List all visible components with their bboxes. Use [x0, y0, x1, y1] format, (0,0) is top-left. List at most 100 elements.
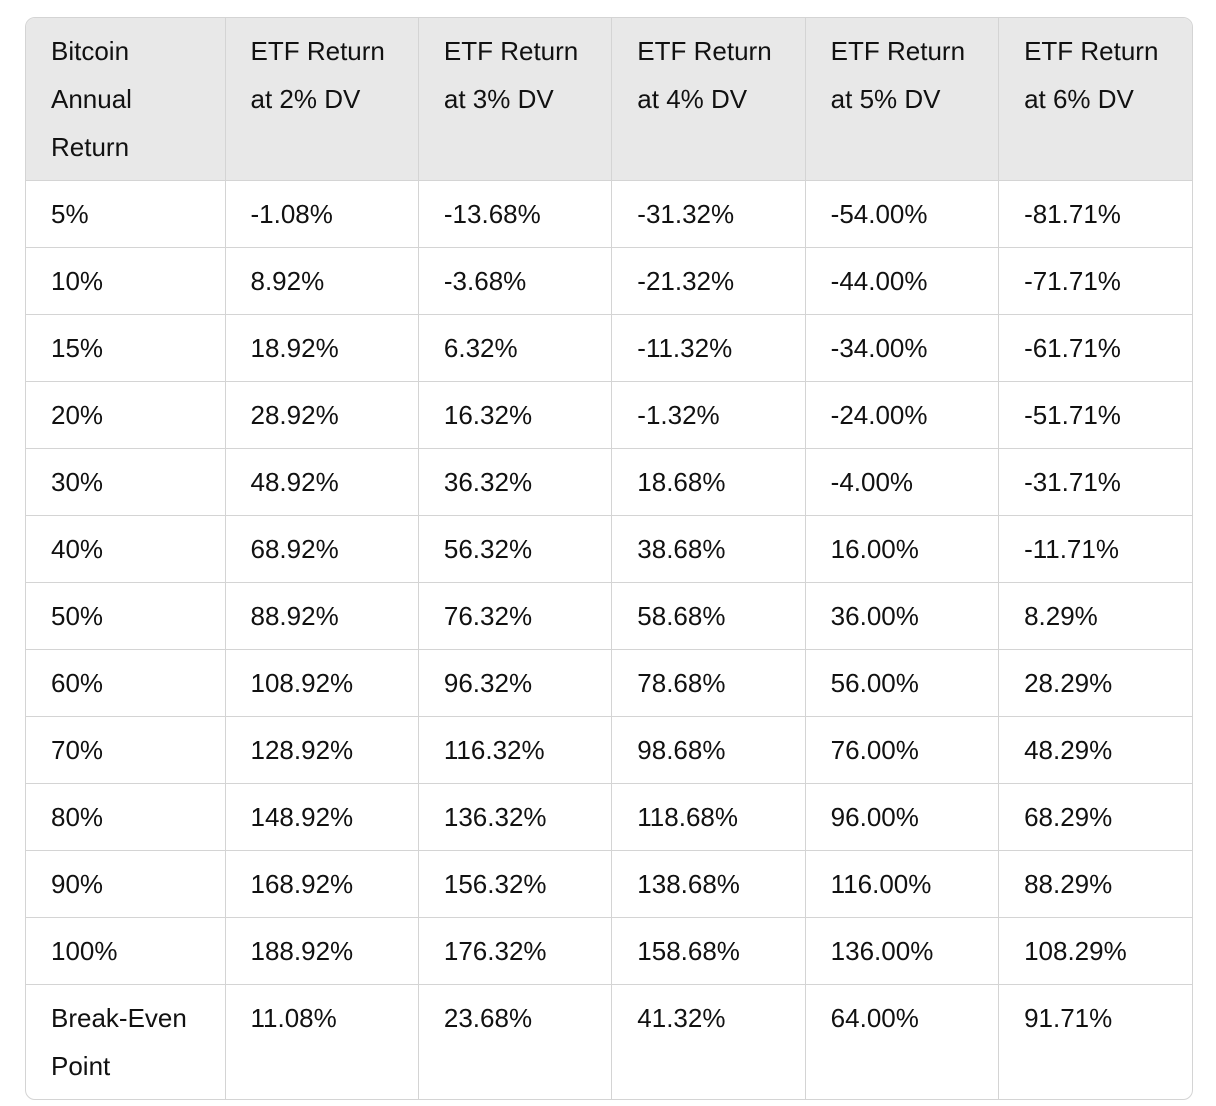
table-cell: -13.68% — [417, 180, 613, 248]
table-cell: 16.32% — [417, 381, 613, 449]
cell-text: 58.68% — [637, 601, 726, 631]
header-text: ETF Return at 2% DV — [250, 36, 385, 114]
table-cell: 20% — [26, 381, 226, 449]
cell-text: 15% — [51, 333, 104, 363]
table-cell: 128.92% — [224, 716, 419, 784]
cell-text: 48.29% — [1024, 735, 1113, 765]
cell-text: -4.00% — [830, 467, 914, 497]
table-row: 80% 148.92% 136.32% 118.68% 96.00% 68.29% — [26, 783, 1192, 851]
cell-text: 36.00% — [830, 601, 919, 631]
table-cell: 98.68% — [611, 716, 806, 784]
table-cell: -51.71% — [998, 381, 1192, 449]
cell-text: 176.32% — [443, 936, 547, 966]
table-cell: 28.92% — [224, 381, 419, 449]
cell-text: 38.68% — [637, 534, 726, 564]
cell-text: 16.32% — [443, 400, 533, 430]
table-cell: 148.92% — [224, 783, 419, 851]
table-cell: -24.00% — [804, 381, 1000, 449]
cell-text: 48.92% — [250, 467, 339, 497]
table-cell: 88.92% — [224, 582, 419, 650]
table-cell: 23.68% — [417, 984, 613, 1099]
table-cell: 158.68% — [611, 917, 806, 985]
header-cell: ETF Return at 3% DV — [417, 18, 613, 181]
cell-text: 80% — [51, 802, 104, 832]
table-cell: 60% — [26, 649, 226, 717]
table-cell: -1.08% — [224, 180, 419, 248]
table-cell: 58.68% — [611, 582, 806, 650]
table-cell: 168.92% — [224, 850, 419, 918]
table-cell: -21.32% — [611, 247, 806, 315]
cell-text: 116.00% — [830, 869, 932, 899]
cell-text: 50% — [51, 601, 104, 631]
cell-text: 128.92% — [250, 735, 354, 765]
cell-text: 136.32% — [443, 802, 547, 832]
table-cell: 108.92% — [224, 649, 419, 717]
cell-text: 70% — [51, 735, 104, 765]
header-cell: ETF Return at 2% DV — [224, 18, 419, 181]
table-cell: 18.68% — [611, 448, 806, 516]
table-cell: -44.00% — [804, 247, 1000, 315]
cell-text: 116.32% — [443, 735, 545, 765]
table-cell: 56.00% — [804, 649, 1000, 717]
table-cell: 36.32% — [417, 448, 613, 516]
table-cell: 100% — [26, 917, 226, 985]
cell-text: 60% — [51, 668, 104, 698]
table-cell: 56.32% — [417, 515, 613, 583]
cell-text: 10% — [51, 266, 104, 296]
cell-text: -1.08% — [250, 199, 333, 229]
header-row: Bitcoin Annual Return ETF Return at 2% DV… — [26, 18, 1192, 181]
cell-text: -1.32% — [637, 400, 720, 430]
table-cell: -11.71% — [998, 515, 1192, 583]
table-cell: 96.00% — [804, 783, 1000, 851]
cell-text: 56.32% — [443, 534, 533, 564]
header-text: ETF Return at 5% DV — [830, 36, 966, 114]
table-cell: 6.32% — [417, 314, 613, 382]
table-container: Bitcoin Annual Return ETF Return at 2% DV… — [25, 17, 1193, 1100]
cell-text: 90% — [51, 869, 104, 899]
table-cell: 70% — [26, 716, 226, 784]
table-cell: 68.29% — [998, 783, 1192, 851]
cell-text: -11.32% — [637, 333, 733, 363]
cell-text: 5% — [51, 199, 89, 229]
header-text: ETF Return at 3% DV — [443, 36, 579, 114]
header-text: ETF Return at 4% DV — [637, 36, 772, 114]
cell-text: 11.08% — [250, 1003, 337, 1033]
table-cell: 116.00% — [804, 850, 1000, 918]
cell-text: 76.32% — [443, 601, 533, 631]
cell-text: 6.32% — [443, 333, 518, 363]
table-cell: 156.32% — [417, 850, 613, 918]
table-cell: 78.68% — [611, 649, 806, 717]
table-cell: -31.71% — [998, 448, 1192, 516]
cell-text: 41.32% — [637, 1003, 726, 1033]
header-text: ETF Return at 6% DV — [1024, 36, 1159, 114]
table-cell: 76.32% — [417, 582, 613, 650]
table-cell: 108.29% — [998, 917, 1192, 985]
cell-text: -54.00% — [830, 199, 928, 229]
table-row: 5% -1.08% -13.68% -31.32% -54.00% -81.71% — [26, 180, 1192, 248]
table-cell: -81.71% — [998, 180, 1192, 248]
header-text: Bitcoin Annual Return — [51, 36, 132, 162]
cell-text: -31.32% — [637, 199, 735, 229]
table-cell: 68.92% — [224, 515, 419, 583]
cell-text: -13.68% — [443, 199, 541, 229]
table-cell: 8.29% — [998, 582, 1192, 650]
table-cell: 50% — [26, 582, 226, 650]
cell-text: 20% — [51, 400, 104, 430]
cell-text: 156.32% — [443, 869, 547, 899]
cell-text: 78.68% — [637, 668, 726, 698]
cell-text: -24.00% — [830, 400, 928, 430]
cell-text: 96.00% — [830, 802, 919, 832]
cell-text: 188.92% — [250, 936, 354, 966]
table-cell: 41.32% — [611, 984, 806, 1099]
cell-text: Break-Even Point — [51, 1003, 187, 1081]
table-row: 40% 68.92% 56.32% 38.68% 16.00% -11.71% — [26, 515, 1192, 583]
table-cell: Break-Even Point — [26, 984, 226, 1099]
table-cell: 118.68% — [611, 783, 806, 851]
cell-text: 138.68% — [637, 869, 740, 899]
table-cell: -71.71% — [998, 247, 1192, 315]
cell-text: 88.92% — [250, 601, 339, 631]
cell-text: -61.71% — [1024, 333, 1121, 363]
table-cell: 8.92% — [224, 247, 419, 315]
header-cell: ETF Return at 4% DV — [611, 18, 806, 181]
cell-text: -71.71% — [1024, 266, 1121, 296]
